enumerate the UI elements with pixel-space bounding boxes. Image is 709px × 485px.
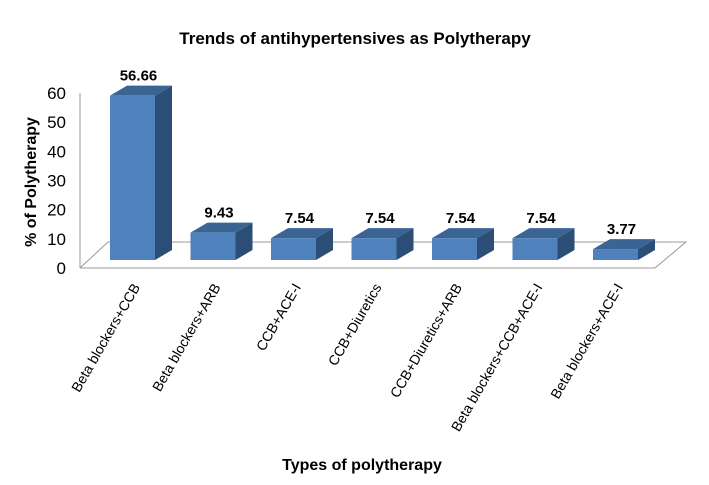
x-tick-label: CCB+ACE-I xyxy=(253,281,304,354)
data-label: 56.66 xyxy=(120,68,158,85)
data-label: 7.54 xyxy=(446,210,476,227)
chart-title: Trends of antihypertensives as Polythera… xyxy=(179,29,531,48)
bar xyxy=(512,238,558,260)
bar xyxy=(110,95,155,260)
bar xyxy=(432,238,477,260)
y-tick-label: 50 xyxy=(47,113,66,132)
x-tick-label: Beta blockers+CCB+ACE-I xyxy=(448,281,546,435)
y-axis-label: % of Polytherapy xyxy=(23,117,40,247)
bar-side xyxy=(638,239,655,260)
bar xyxy=(271,238,316,260)
y-tick-label: 40 xyxy=(47,142,66,161)
x-tick-label: Beta blockers+ACE-I xyxy=(547,281,626,402)
bar-top xyxy=(271,228,333,239)
x-axis-label: Types of polytherapy xyxy=(282,457,442,474)
bar-side xyxy=(477,228,494,260)
y-tick-label: 0 xyxy=(57,259,66,278)
data-label: 3.77 xyxy=(607,221,636,238)
y-tick-label: 10 xyxy=(47,230,66,249)
bar-side xyxy=(396,228,414,260)
data-label: 7.54 xyxy=(285,210,315,227)
bar-side xyxy=(316,228,333,260)
y-tick-label: 60 xyxy=(47,84,66,103)
x-tick-label: Beta blockers+CCB xyxy=(68,281,143,395)
data-label: 9.43 xyxy=(204,205,233,222)
floor-outline xyxy=(79,241,688,269)
bar xyxy=(593,249,638,260)
bar-top xyxy=(110,85,172,96)
data-label: 7.54 xyxy=(365,210,395,227)
bar-side xyxy=(557,228,575,260)
data-label: 7.54 xyxy=(526,210,556,227)
x-tick-label: Beta blockers+ARB xyxy=(149,281,224,394)
bar-top xyxy=(190,222,253,233)
bar-top xyxy=(351,228,414,239)
x-tick-label: CCB+Diuretics xyxy=(325,281,385,369)
bar-top xyxy=(593,239,655,250)
bar xyxy=(190,232,236,260)
bar-top xyxy=(512,228,575,239)
bar-side xyxy=(155,85,172,260)
x-tick-label: CCB+Diuretics+ARB xyxy=(387,281,465,401)
bar-top xyxy=(432,228,494,239)
y-tick-label: 30 xyxy=(47,172,66,191)
bar xyxy=(351,238,397,260)
bar-side xyxy=(235,222,253,260)
y-tick-label: 20 xyxy=(47,201,66,220)
